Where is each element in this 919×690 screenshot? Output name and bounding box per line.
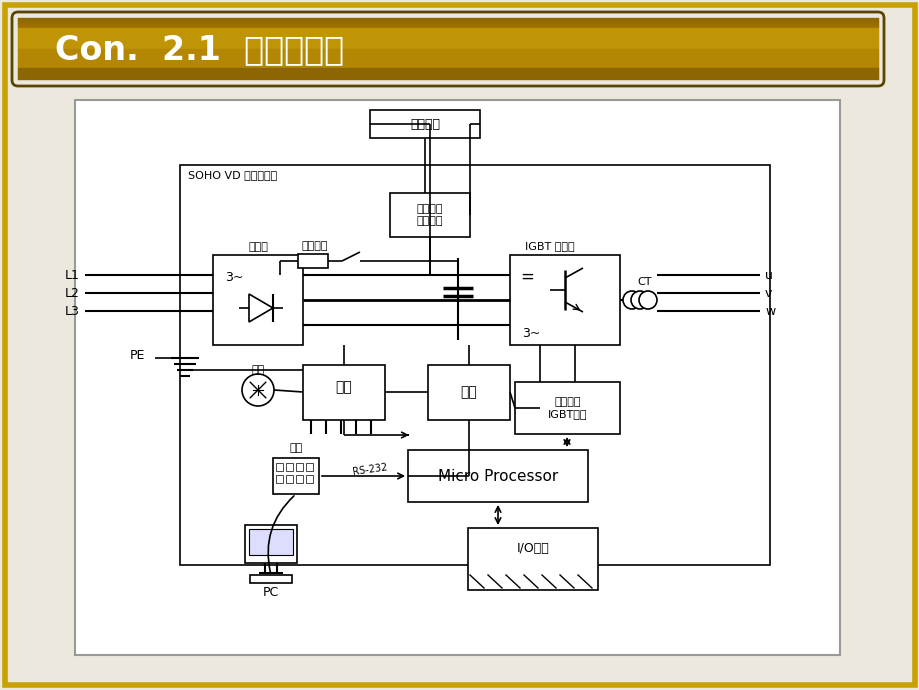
Text: RS-232: RS-232 — [352, 462, 388, 477]
Text: 制动电阻: 制动电阻 — [301, 241, 328, 251]
Bar — [249, 529, 292, 555]
Text: PC: PC — [263, 586, 278, 600]
Text: Con.  2.1  变频器结构: Con. 2.1 变频器结构 — [55, 34, 344, 66]
Text: w: w — [765, 304, 775, 317]
Bar — [509, 255, 619, 345]
Bar — [276, 475, 283, 483]
Bar — [306, 463, 312, 471]
Bar — [180, 165, 769, 565]
Bar — [296, 463, 302, 471]
Bar — [286, 463, 292, 471]
Text: 3~: 3~ — [225, 270, 244, 284]
Text: L1: L1 — [65, 268, 80, 282]
Bar — [369, 110, 480, 138]
Bar — [250, 575, 291, 583]
Text: u: u — [765, 268, 772, 282]
Text: 电源: 电源 — [335, 380, 352, 395]
Text: 风扇: 风扇 — [251, 365, 265, 375]
Bar — [407, 450, 587, 502]
Text: SOHO VD 矢量变频器: SOHO VD 矢量变频器 — [187, 170, 277, 180]
Circle shape — [242, 374, 274, 406]
Text: v: v — [765, 286, 772, 299]
Text: 门驱动器
IGBT保护: 门驱动器 IGBT保护 — [547, 397, 586, 419]
Circle shape — [639, 291, 656, 309]
Text: L2: L2 — [65, 286, 80, 299]
Bar — [213, 255, 302, 345]
Text: 3~: 3~ — [521, 326, 539, 339]
Bar — [390, 193, 470, 237]
Text: CT: CT — [637, 277, 652, 287]
Text: IGBT 变频器: IGBT 变频器 — [525, 241, 574, 251]
Bar — [427, 365, 509, 420]
Bar — [302, 365, 384, 420]
Bar — [298, 254, 328, 268]
Text: I/O控制: I/O控制 — [516, 542, 549, 555]
Bar — [286, 475, 292, 483]
Bar — [468, 528, 597, 590]
Text: 制动电阻: 制动电阻 — [410, 117, 439, 130]
Circle shape — [622, 291, 641, 309]
Text: 制动单元
（选项）: 制动单元 （选项） — [416, 204, 443, 226]
Bar — [276, 463, 283, 471]
Text: 测量: 测量 — [460, 386, 477, 400]
Text: 键盘: 键盘 — [289, 443, 302, 453]
Bar — [296, 475, 302, 483]
Text: L3: L3 — [65, 304, 80, 317]
Text: Micro Processor: Micro Processor — [437, 469, 558, 484]
Text: PE: PE — [130, 348, 145, 362]
Text: 整流桥: 整流桥 — [248, 242, 267, 252]
FancyBboxPatch shape — [5, 5, 914, 685]
Circle shape — [630, 291, 648, 309]
Bar — [244, 525, 297, 563]
Bar — [75, 100, 839, 655]
Bar — [273, 458, 319, 494]
Bar — [306, 475, 312, 483]
Bar — [515, 382, 619, 434]
Text: =: = — [519, 268, 533, 286]
